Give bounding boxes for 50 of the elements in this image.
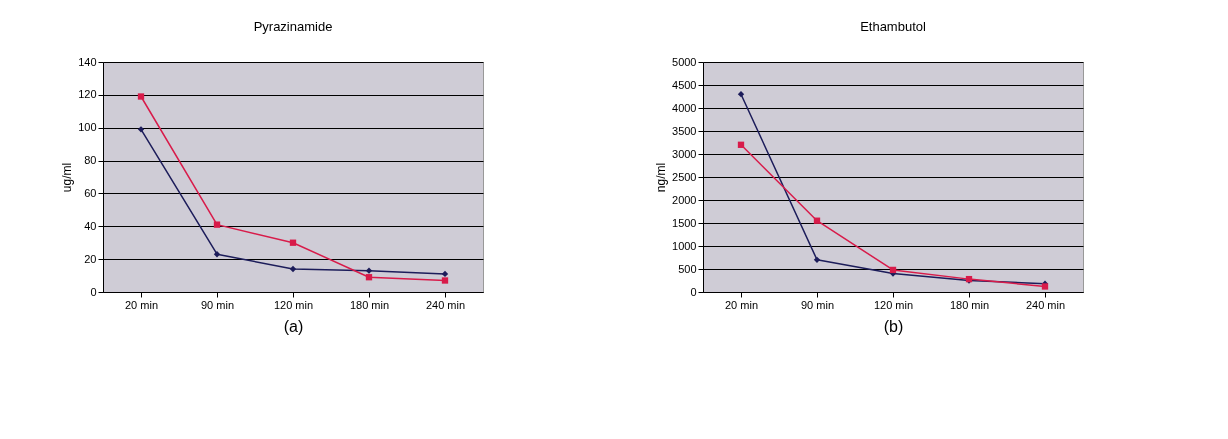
chart-title: Ethambutol xyxy=(860,19,926,34)
y-tick-label: 5000 xyxy=(672,55,697,68)
x-tick-label: 90 min xyxy=(800,298,835,311)
y-tick-label: 20 xyxy=(84,252,97,265)
x-tick-label: 120 min xyxy=(273,298,314,311)
point xyxy=(289,239,297,246)
y-tick-label: 0 xyxy=(690,285,697,298)
point xyxy=(737,141,745,148)
y-axis-title: ug/ml xyxy=(60,162,75,193)
x-tick-label: 180 min xyxy=(949,298,990,311)
point xyxy=(441,270,449,278)
y-tick-label: 1500 xyxy=(672,216,697,229)
x-tick-label: 20 min xyxy=(124,298,159,311)
y-tick-label: 4500 xyxy=(672,78,697,91)
point xyxy=(137,93,145,100)
y-tick-label: 4000 xyxy=(672,101,697,114)
point xyxy=(289,265,297,273)
y-tick-label: 3000 xyxy=(672,147,697,160)
chart-title: Pyrazinamide xyxy=(253,19,333,34)
x-tick-label: 120 min xyxy=(873,298,914,311)
point xyxy=(737,91,745,98)
x-axis-title: (a) xyxy=(283,317,304,335)
y-tick-label: 1000 xyxy=(672,239,697,252)
y-tick-label: 40 xyxy=(84,219,97,232)
point xyxy=(813,256,821,263)
y-tick-label: 60 xyxy=(84,186,97,199)
x-tick-label: 240 min xyxy=(1025,298,1066,311)
x-axis-title: (b) xyxy=(883,317,904,335)
point xyxy=(813,217,821,224)
y-tick-label: 2000 xyxy=(672,193,697,206)
x-tick-label: 180 min xyxy=(349,298,390,311)
x-tick-label: 90 min xyxy=(200,298,235,311)
point xyxy=(365,274,373,281)
y-axis-title: ng/ml xyxy=(654,162,669,193)
x-tick-label: 20 min xyxy=(724,298,759,311)
point xyxy=(137,126,145,133)
y-tick-label: 120 xyxy=(78,88,97,101)
y-tick-label: 140 xyxy=(78,55,97,68)
y-tick-label: 3500 xyxy=(672,124,697,137)
point xyxy=(365,267,373,274)
point xyxy=(889,266,897,274)
y-tick-label: 100 xyxy=(78,121,97,134)
x-tick-label: 240 min xyxy=(425,298,466,311)
y-tick-label: 80 xyxy=(84,154,97,167)
point xyxy=(213,221,221,228)
y-tick-label: 0 xyxy=(90,285,97,298)
point xyxy=(441,277,449,284)
y-tick-label: 500 xyxy=(678,262,697,275)
y-tick-label: 2500 xyxy=(672,170,697,183)
point xyxy=(213,251,221,258)
